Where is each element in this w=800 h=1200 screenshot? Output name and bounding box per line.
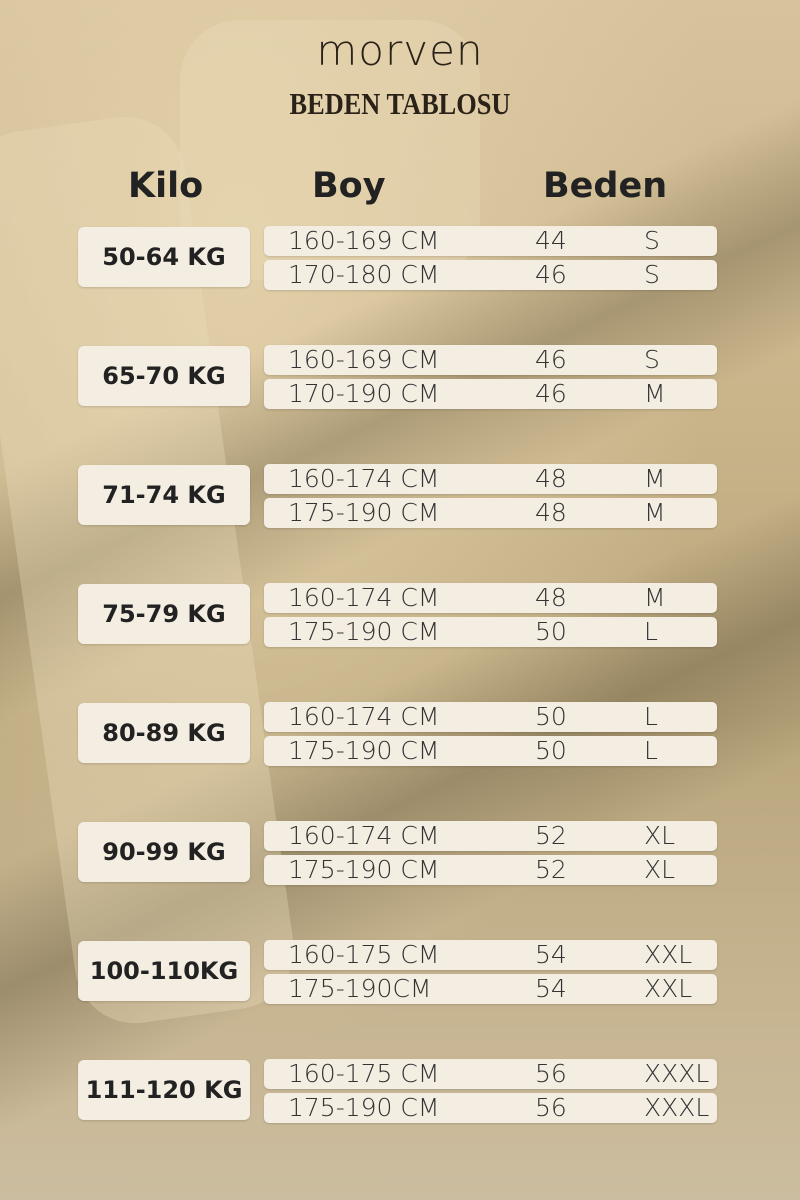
weight-group: 75-79 KG 160-174 CM 48 M 175-190 CM 50 L <box>0 583 800 647</box>
weight-range-label: 50-64 KG <box>78 227 250 287</box>
weight-group: 50-64 KG 160-169 CM 44 S 170-180 CM 46 S <box>0 226 800 290</box>
height-range: 175-190 CM <box>288 855 440 884</box>
height-range: 175-190 CM <box>288 1093 440 1122</box>
size-row: 160-175 CM 54 XXL <box>264 940 717 970</box>
size-row: 160-174 CM 48 M <box>264 464 717 494</box>
size-letter: XXXL <box>644 1059 710 1088</box>
height-range: 175-190 CM <box>288 736 440 765</box>
size-number: 48 <box>535 464 567 493</box>
header-boy: Boy <box>312 166 386 206</box>
size-row: 175-190 CM 48 M <box>264 498 717 528</box>
weight-range-label: 111-120 KG <box>78 1060 250 1120</box>
size-number: 50 <box>535 702 567 731</box>
size-letter: M <box>644 464 666 493</box>
size-letter: XXL <box>644 974 693 1003</box>
weight-group: 111-120 KG 160-175 CM 56 XXXL 175-190 CM 56 XX… <box>0 1059 800 1123</box>
size-row: 170-180 CM 46 S <box>264 260 717 290</box>
size-row: 175-190 CM 50 L <box>264 617 717 647</box>
size-letter: S <box>644 260 660 289</box>
weight-range-label: 71-74 KG <box>78 465 250 525</box>
size-letter: L <box>644 702 658 731</box>
size-letter: XXL <box>644 940 693 969</box>
size-number: 46 <box>535 345 567 374</box>
size-letter: S <box>644 345 660 374</box>
size-letter: XL <box>644 855 676 884</box>
weight-group: 65-70 KG 160-169 CM 46 S 170-190 CM 46 M <box>0 345 800 409</box>
height-range: 175-190CM <box>288 974 432 1003</box>
size-letter: M <box>644 498 666 527</box>
size-number: 44 <box>535 226 567 255</box>
height-range: 160-174 CM <box>288 702 440 731</box>
brand-logo: morven <box>316 26 484 75</box>
size-number: 46 <box>535 379 567 408</box>
size-number: 54 <box>535 940 567 969</box>
height-range: 170-180 CM <box>288 260 440 289</box>
size-row: 160-174 CM 50 L <box>264 702 717 732</box>
page-title: BEDEN TABLOSU <box>289 86 511 121</box>
height-range: 160-174 CM <box>288 821 440 850</box>
size-number: 54 <box>535 974 567 1003</box>
size-row: 175-190 CM 52 XL <box>264 855 717 885</box>
height-range: 160-175 CM <box>288 1059 440 1088</box>
size-number: 46 <box>535 260 567 289</box>
size-row: 175-190 CM 56 XXXL <box>264 1093 717 1123</box>
size-number: 56 <box>535 1093 567 1122</box>
weight-range-label: 75-79 KG <box>78 584 250 644</box>
height-range: 160-169 CM <box>288 345 440 374</box>
size-row: 160-174 CM 52 XL <box>264 821 717 851</box>
size-row: 170-190 CM 46 M <box>264 379 717 409</box>
size-number: 56 <box>535 1059 567 1088</box>
size-letter: L <box>644 736 658 765</box>
size-letter: L <box>644 617 658 646</box>
height-range: 160-175 CM <box>288 940 440 969</box>
height-range: 160-174 CM <box>288 464 440 493</box>
size-row: 160-174 CM 48 M <box>264 583 717 613</box>
size-row: 160-169 CM 46 S <box>264 345 717 375</box>
weight-group: 80-89 KG 160-174 CM 50 L 175-190 CM 50 L <box>0 702 800 766</box>
size-number: 50 <box>535 617 567 646</box>
size-number: 50 <box>535 736 567 765</box>
weight-group: 71-74 KG 160-174 CM 48 M 175-190 CM 48 M <box>0 464 800 528</box>
header-beden: Beden <box>543 166 668 206</box>
size-letter: XL <box>644 821 676 850</box>
weight-range-label: 100-110KG <box>78 941 250 1001</box>
height-range: 175-190 CM <box>288 498 440 527</box>
weight-range-label: 65-70 KG <box>78 346 250 406</box>
weight-group: 100-110KG 160-175 CM 54 XXL 175-190CM 54 XXL <box>0 940 800 1004</box>
size-letter: XXXL <box>644 1093 710 1122</box>
size-number: 52 <box>535 821 567 850</box>
size-letter: S <box>644 226 660 255</box>
size-row: 175-190 CM 50 L <box>264 736 717 766</box>
size-letter: M <box>644 379 666 408</box>
size-number: 48 <box>535 583 567 612</box>
height-range: 170-190 CM <box>288 379 440 408</box>
height-range: 160-174 CM <box>288 583 440 612</box>
height-range: 160-169 CM <box>288 226 440 255</box>
size-row: 175-190CM 54 XXL <box>264 974 717 1004</box>
size-number: 48 <box>535 498 567 527</box>
weight-range-label: 80-89 KG <box>78 703 250 763</box>
header-kilo: Kilo <box>128 166 204 206</box>
size-letter: M <box>644 583 666 612</box>
size-row: 160-169 CM 44 S <box>264 226 717 256</box>
weight-group: 90-99 KG 160-174 CM 52 XL 175-190 CM 52 XL <box>0 821 800 885</box>
size-row: 160-175 CM 56 XXXL <box>264 1059 717 1089</box>
weight-range-label: 90-99 KG <box>78 822 250 882</box>
size-number: 52 <box>535 855 567 884</box>
height-range: 175-190 CM <box>288 617 440 646</box>
